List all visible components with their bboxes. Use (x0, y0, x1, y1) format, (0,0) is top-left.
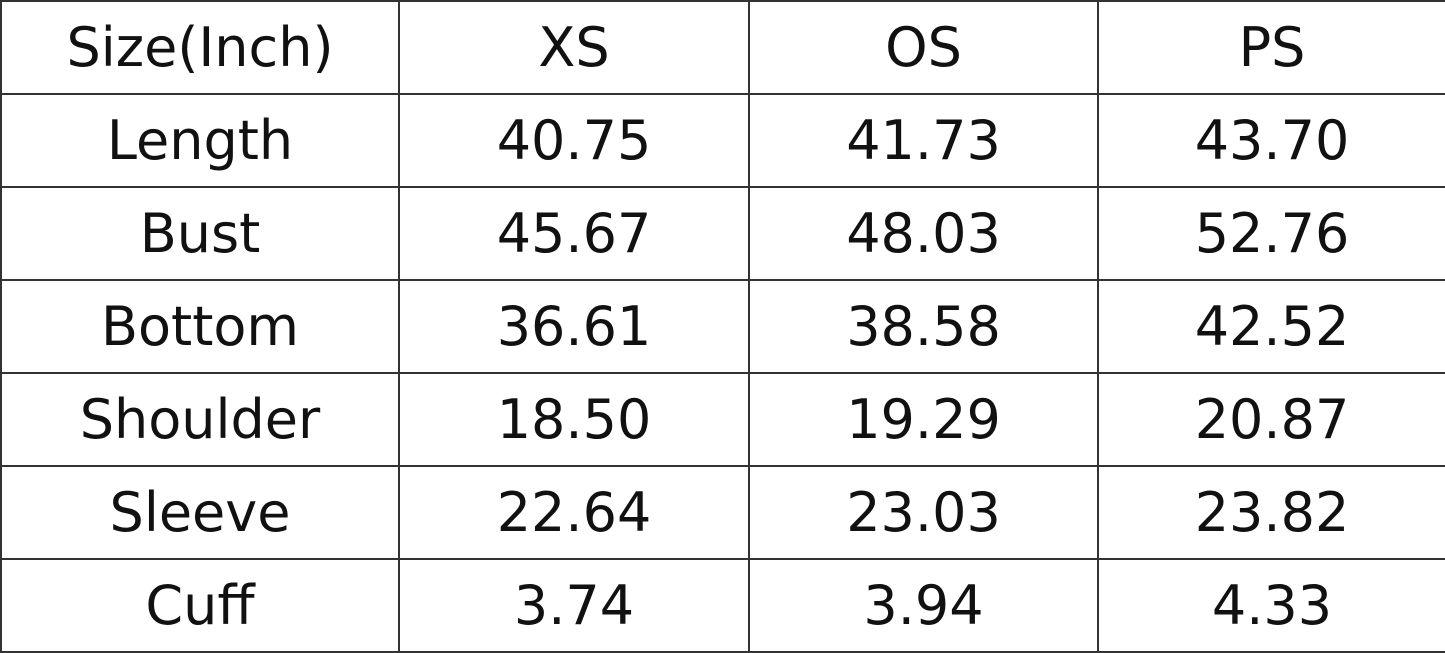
header-row: Size(Inch) XS OS PS (0, 0, 1445, 95)
value-cell: 45.67 (398, 186, 750, 281)
row-label: Cuff (0, 558, 400, 653)
row-label: Length (0, 93, 400, 188)
table-row: Cuff 3.74 3.94 4.33 (0, 558, 1445, 653)
value-cell: 18.50 (398, 372, 750, 467)
value-cell: 23.82 (1097, 465, 1445, 560)
row-label: Sleeve (0, 465, 400, 560)
value-cell: 36.61 (398, 279, 750, 374)
value-cell: 43.70 (1097, 93, 1445, 188)
row-label: Bust (0, 186, 400, 281)
value-cell: 20.87 (1097, 372, 1445, 467)
value-cell: 48.03 (748, 186, 1099, 281)
table-row: Bust 45.67 48.03 52.76 (0, 186, 1445, 281)
header-cell: Size(Inch) (0, 0, 400, 95)
header-cell: OS (748, 0, 1099, 95)
value-cell: 3.94 (748, 558, 1099, 653)
value-cell: 19.29 (748, 372, 1099, 467)
value-cell: 38.58 (748, 279, 1099, 374)
value-cell: 42.52 (1097, 279, 1445, 374)
value-cell: 41.73 (748, 93, 1099, 188)
value-cell: 22.64 (398, 465, 750, 560)
row-label: Shoulder (0, 372, 400, 467)
table-row: Length 40.75 41.73 43.70 (0, 93, 1445, 188)
value-cell: 4.33 (1097, 558, 1445, 653)
header-cell: PS (1097, 0, 1445, 95)
value-cell: 3.74 (398, 558, 750, 653)
header-cell: XS (398, 0, 750, 95)
table-row: Shoulder 18.50 19.29 20.87 (0, 372, 1445, 467)
table-row: Sleeve 22.64 23.03 23.82 (0, 465, 1445, 560)
table-row: Bottom 36.61 38.58 42.52 (0, 279, 1445, 374)
row-label: Bottom (0, 279, 400, 374)
value-cell: 23.03 (748, 465, 1099, 560)
value-cell: 40.75 (398, 93, 750, 188)
value-cell: 52.76 (1097, 186, 1445, 281)
